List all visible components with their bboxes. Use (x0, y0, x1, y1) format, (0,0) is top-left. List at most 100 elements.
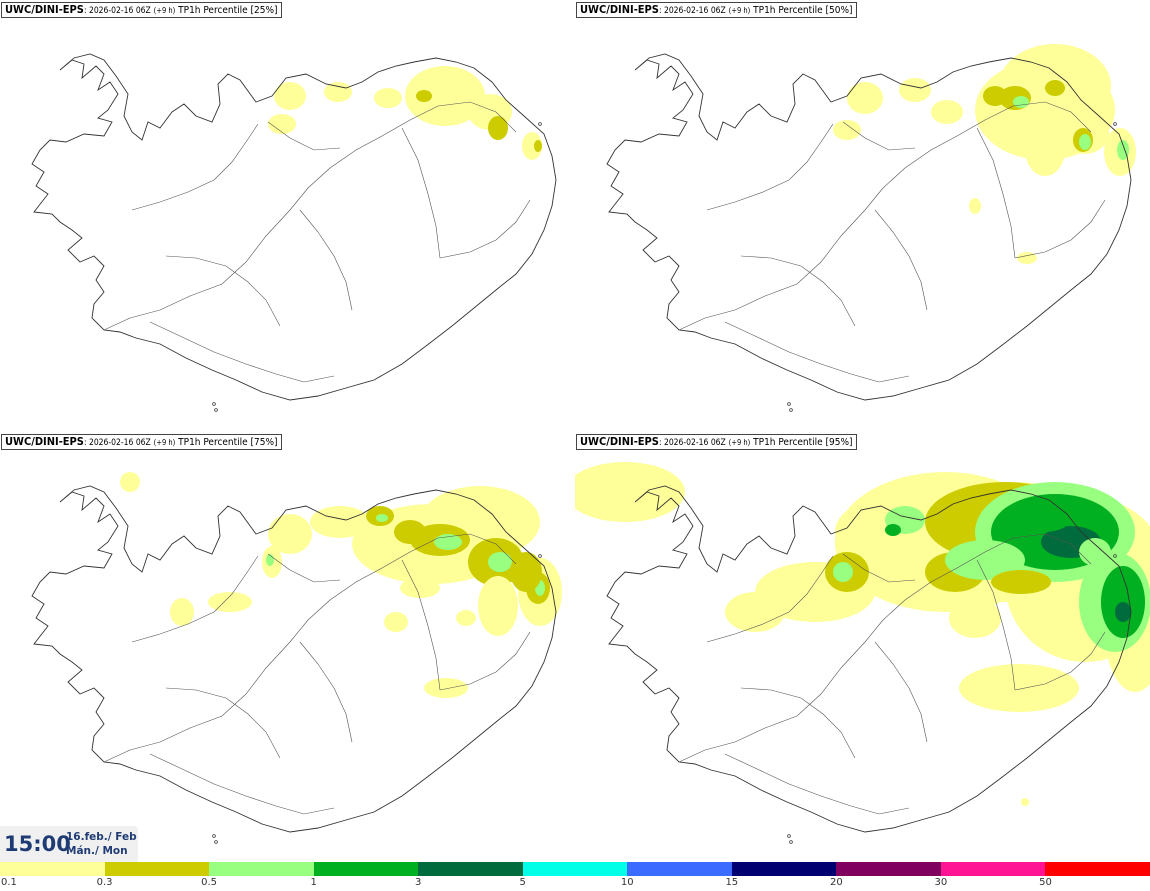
precip-area (405, 66, 485, 126)
precip-area (899, 78, 931, 102)
road-line (874, 209, 928, 311)
road-line (267, 121, 341, 151)
island (214, 408, 218, 412)
precip-area (1079, 538, 1111, 566)
precip-area (885, 524, 901, 536)
road-line (299, 641, 353, 743)
model-name: UWC/DINI-EPS (580, 435, 659, 448)
valid-date: 16.feb./ Feb (66, 831, 137, 843)
road-line (1014, 199, 1106, 259)
colorbar-tick: 10 (620, 877, 634, 888)
panel-title: UWC/DINI-EPS: 2026-02-16 06Z (+9 h) TP1h… (576, 2, 857, 18)
road-line (131, 123, 259, 211)
percentile-label: [25%] (250, 5, 278, 16)
colorbar-tick: 15 (725, 877, 739, 888)
precip-area (274, 82, 306, 110)
precip-overlay (833, 44, 1136, 264)
island (214, 840, 218, 844)
precip-area (1117, 140, 1129, 160)
road-line (842, 121, 916, 151)
colorbar-tick: 0.1 (1, 877, 17, 888)
colorbar-segment (1045, 862, 1150, 876)
iceland-map (575, 462, 1150, 844)
precip-area (1013, 96, 1029, 108)
road-line (149, 753, 335, 815)
precip-area (268, 114, 296, 134)
colorbar-segment (940, 862, 1046, 876)
colorbar-tick: 20 (829, 877, 843, 888)
precip-area (522, 132, 542, 160)
island (212, 834, 216, 838)
road-line (874, 641, 928, 743)
precip-area (268, 514, 312, 554)
precip-area (374, 88, 402, 108)
panel-title: UWC/DINI-EPS: 2026-02-16 06Z (+9 h) TP1h… (576, 434, 857, 450)
precip-area (456, 610, 476, 626)
road-line (149, 321, 335, 383)
precip-area (434, 534, 462, 550)
road-line (706, 123, 834, 211)
precip-area (1115, 602, 1131, 622)
iceland-map (606, 44, 1136, 412)
precip-overlay (268, 66, 542, 160)
road-line (401, 127, 441, 259)
lead-time: (+9 h) (153, 6, 176, 15)
map-panel-p25: UWC/DINI-EPS: 2026-02-16 06Z (+9 h) TP1h… (0, 0, 575, 432)
precip-area (488, 552, 512, 572)
road-line (401, 559, 441, 691)
precip-overlay (120, 472, 562, 698)
valid-time-box: 15:00 16.feb./ Feb Mán./ Mon (0, 826, 138, 862)
lead-time: (+9 h) (153, 438, 176, 447)
precip-area (510, 552, 542, 592)
road-line (299, 209, 353, 311)
variable-name: TP1h Percentile (753, 437, 823, 448)
run-time: : 2026-02-16 06Z (83, 6, 151, 16)
road-line (842, 553, 916, 583)
precip-area (488, 116, 508, 140)
precip-area (1019, 504, 1071, 532)
island (787, 834, 791, 838)
coastline (606, 485, 1132, 833)
run-time: : 2026-02-16 06Z (658, 6, 726, 16)
road-line (165, 687, 281, 759)
island (538, 554, 542, 558)
road-line (131, 555, 259, 643)
precip-area (1045, 80, 1065, 96)
road-line (706, 555, 834, 643)
precip-area (949, 598, 1001, 638)
percentile-label: [50%] (825, 5, 853, 16)
colorbar-segment (836, 862, 941, 876)
precip-area (384, 612, 408, 632)
variable-name: TP1h Percentile (178, 5, 248, 16)
colorbar-segment (627, 862, 732, 876)
lead-time: (+9 h) (728, 438, 751, 447)
model-name: UWC/DINI-EPS (5, 3, 84, 16)
precip-area (324, 82, 352, 102)
model-name: UWC/DINI-EPS (580, 3, 659, 16)
precip-area (424, 678, 468, 698)
valid-time: 15:00 (4, 832, 71, 856)
colorbar-segment (731, 862, 837, 876)
precip-area (833, 120, 861, 140)
island (789, 408, 793, 412)
precip-area (208, 592, 252, 612)
map-panel-p95: UWC/DINI-EPS: 2026-02-16 06Z (+9 h) TP1h… (575, 432, 1150, 864)
precip-colorbar (0, 862, 1150, 876)
precip-area (991, 570, 1051, 594)
road-line (103, 533, 517, 763)
colorbar-segment (522, 862, 628, 876)
precip-area (969, 198, 981, 214)
colorbar-tick: 0.3 (96, 877, 113, 888)
colorbar-segment (104, 862, 210, 876)
percentile-label: [75%] (250, 437, 278, 448)
road-line (439, 199, 531, 259)
road-line (724, 321, 910, 383)
road-line (740, 687, 856, 759)
precip-area (534, 140, 542, 152)
colorbar-segment (313, 862, 419, 876)
precip-area (847, 82, 883, 114)
island (1113, 122, 1117, 126)
precip-area (931, 100, 963, 124)
road-line (976, 559, 1016, 691)
colorbar-ticks: 0.1 0.3 0.5 1 3 5 10 15 20 30 50 (0, 877, 1150, 891)
